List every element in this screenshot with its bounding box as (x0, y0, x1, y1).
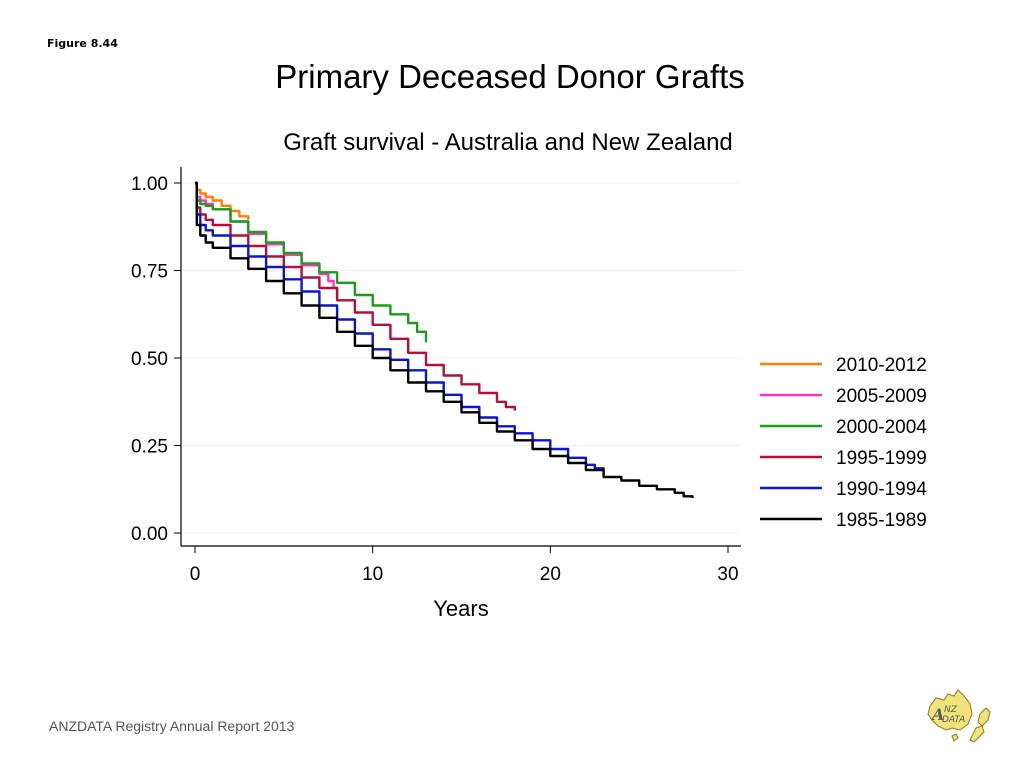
x-axis-label: Years (433, 596, 488, 621)
svg-text:A: A (930, 705, 944, 724)
y-tick-label: 1.00 (131, 174, 168, 195)
x-tick-label: 30 (717, 564, 738, 585)
svg-text:DATA: DATA (942, 715, 965, 725)
legend-label: 2010-2012 (836, 355, 927, 376)
slide-title: Primary Deceased Donor Grafts (275, 58, 745, 95)
x-tick-label: 20 (540, 564, 561, 585)
series-line-1990-1994 (195, 181, 605, 470)
figure-label: Figure 8.44 (47, 37, 118, 50)
y-tick-label: 0.75 (131, 262, 168, 283)
anzdata-logo: A NZ DATA (922, 686, 1002, 753)
series-line-2000-2004 (195, 181, 428, 343)
legend-label: 2005-2009 (836, 386, 927, 407)
x-tick-label: 0 (190, 564, 201, 585)
axes: 0.00 0.25 0.50 0.75 1.00 0 10 20 30 (131, 167, 741, 585)
svg-text:NZ: NZ (944, 705, 958, 715)
grid-lines (183, 182, 740, 534)
legend: 2010-2012 2005-2009 2000-2004 1995-1999 1990… (760, 355, 927, 531)
legend-label: 1990-1994 (836, 479, 927, 500)
legend-label: 1995-1999 (836, 448, 927, 469)
legend-label: 2000-2004 (836, 417, 927, 438)
series-line-1995-1999 (195, 181, 516, 411)
series-line-1985-1989 (195, 181, 694, 498)
series-lines (195, 181, 694, 498)
y-tick-label: 0.00 (131, 524, 168, 545)
footer-text: ANZDATA Registry Annual Report 2013 (49, 718, 295, 734)
x-tick-label: 10 (362, 564, 383, 585)
y-tick-label: 0.25 (131, 437, 168, 458)
y-tick-label: 0.50 (131, 349, 168, 370)
legend-label: 1985-1989 (836, 510, 927, 531)
chart-title: Graft survival - Australia and New Zeala… (283, 129, 733, 156)
series-line-2010-2012 (195, 181, 250, 220)
